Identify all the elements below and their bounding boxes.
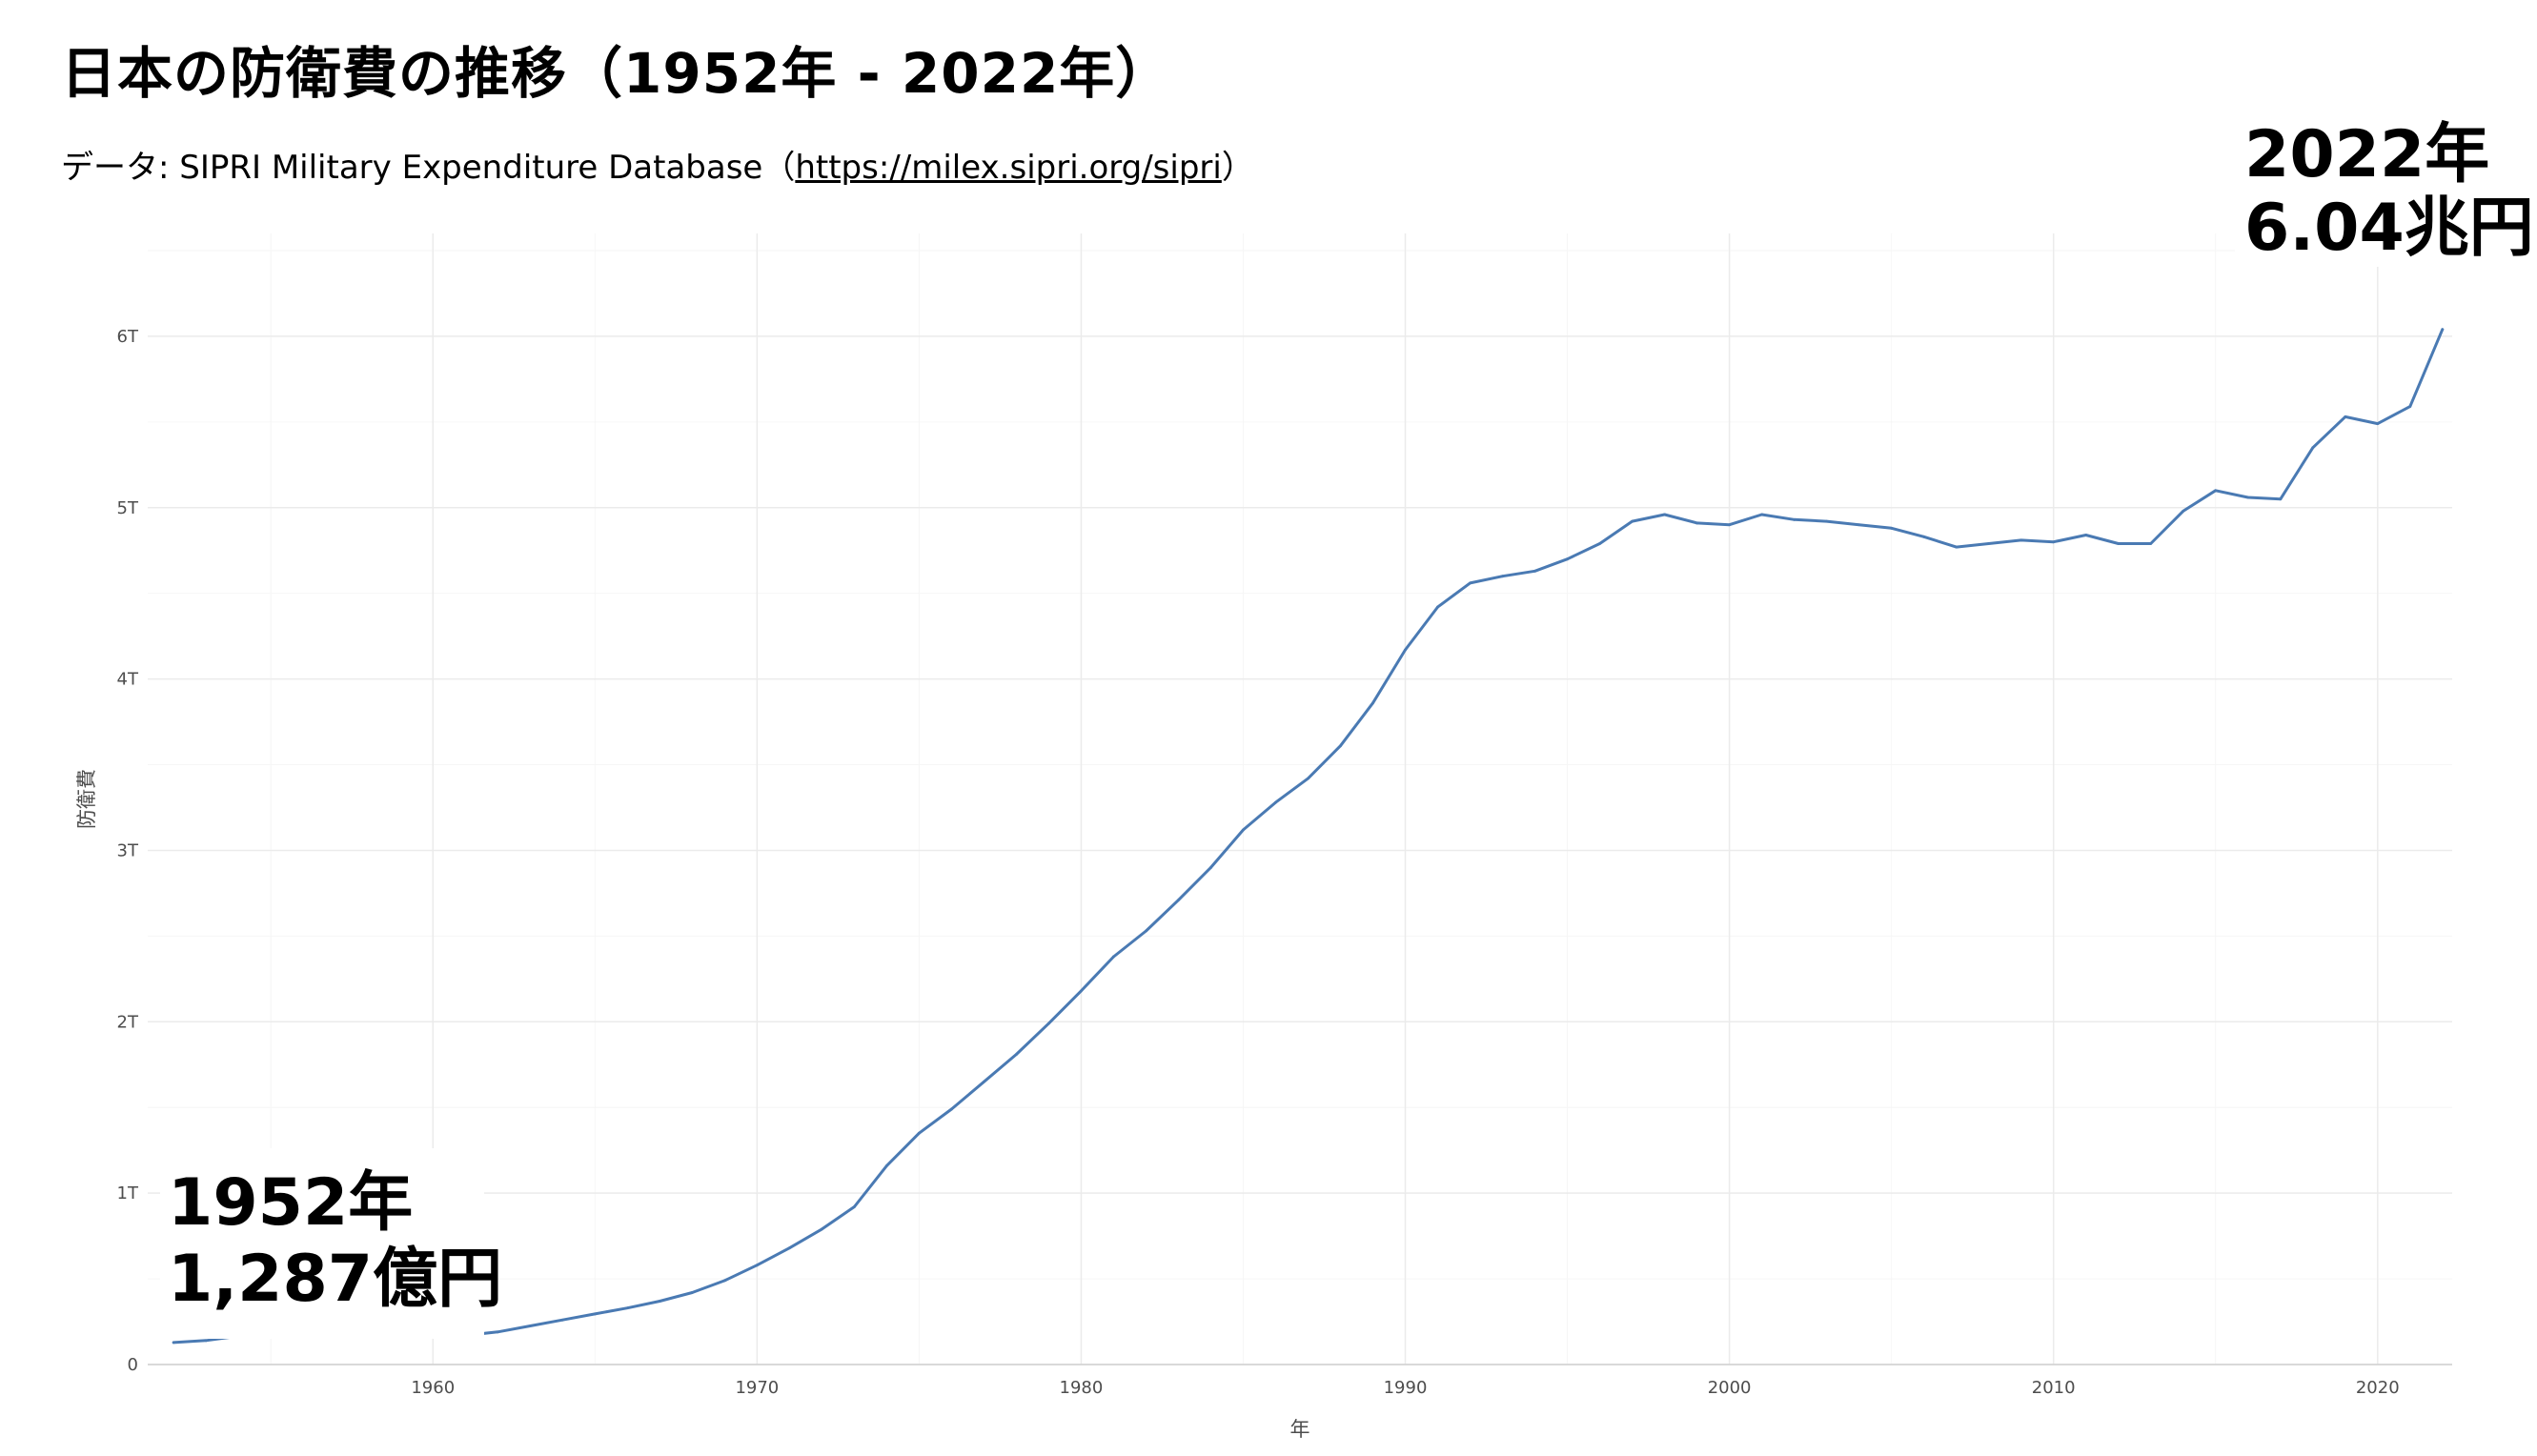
data-point xyxy=(884,1163,888,1167)
x-tick-label: 2010 xyxy=(2032,1378,2076,1398)
x-tick-label: 2000 xyxy=(1708,1378,1752,1398)
data-point xyxy=(2279,497,2283,501)
grid-lines xyxy=(148,233,2452,1365)
data-point xyxy=(2246,495,2250,499)
data-point xyxy=(1469,581,1471,585)
data-point xyxy=(1371,701,1374,705)
data-point xyxy=(593,1312,597,1316)
data-point xyxy=(918,1131,921,1135)
data-point xyxy=(1890,526,1894,530)
data-point xyxy=(1825,519,1829,523)
data-point xyxy=(787,1246,791,1250)
data-point xyxy=(1922,535,1926,538)
data-point xyxy=(1209,866,1212,869)
data-point xyxy=(1274,800,1277,804)
y-tick-label: 4T xyxy=(117,670,139,690)
data-point xyxy=(2376,422,2380,426)
y-axis-title: 防衛費 xyxy=(75,769,98,829)
data-point xyxy=(1242,828,1245,832)
data-point xyxy=(1404,648,1407,652)
data-point xyxy=(852,1205,856,1208)
series-layer xyxy=(172,328,2445,1345)
y-tick-label: 6T xyxy=(117,327,139,347)
y-tick-label: 0 xyxy=(128,1355,138,1375)
annotation-amount: 1,287億円 xyxy=(168,1242,502,1317)
data-point xyxy=(1857,523,1861,527)
data-point xyxy=(528,1325,532,1327)
data-point xyxy=(1760,513,1764,516)
subtitle-prefix: データ: SIPRI Military Expenditure Database… xyxy=(61,149,796,187)
data-point xyxy=(2344,415,2347,418)
x-axis-title: 年 xyxy=(1290,1418,1310,1441)
series-line xyxy=(172,328,2445,1345)
chart-title: 日本の防衛費の推移（1952年 - 2022年） xyxy=(61,41,1172,106)
data-point xyxy=(1501,575,1504,578)
data-point xyxy=(204,1339,208,1343)
x-tick-label: 1970 xyxy=(735,1378,779,1398)
data-point xyxy=(1631,519,1634,523)
annotation-amount: 6.04兆円 xyxy=(2244,191,2534,266)
data-point xyxy=(2214,489,2218,493)
data-point xyxy=(2149,542,2153,545)
data-point xyxy=(1112,955,1115,959)
data-point xyxy=(2117,542,2121,545)
data-point xyxy=(2084,534,2088,536)
data-point xyxy=(1793,517,1796,521)
data-point xyxy=(1080,989,1083,993)
data-point xyxy=(1566,557,1569,561)
data-point xyxy=(983,1080,985,1083)
data-point xyxy=(658,1300,661,1303)
y-tick-label: 3T xyxy=(117,840,139,860)
data-point xyxy=(950,1107,953,1111)
data-point xyxy=(820,1227,823,1231)
data-point xyxy=(2182,509,2185,513)
subtitle-suffix: ） xyxy=(1221,149,1254,187)
data-point xyxy=(690,1291,694,1294)
source-link[interactable]: https://milex.sipri.org/sipri xyxy=(795,149,1222,187)
data-point xyxy=(1436,605,1439,609)
data-point xyxy=(1533,569,1536,573)
data-point xyxy=(2441,328,2445,332)
y-tick-label: 1T xyxy=(117,1183,139,1203)
x-tick-label: 2020 xyxy=(2356,1378,2400,1398)
data-point xyxy=(722,1279,726,1283)
y-tick-label: 5T xyxy=(117,498,139,518)
x-tick-label: 1990 xyxy=(1384,1378,1428,1398)
data-point xyxy=(1307,777,1309,780)
data-point xyxy=(2408,405,2412,409)
annotation-backdrop xyxy=(2235,110,2526,267)
data-point xyxy=(1145,929,1147,933)
data-point xyxy=(560,1318,564,1322)
chart-subtitle: データ: SIPRI Military Expenditure Database… xyxy=(61,141,1254,188)
data-point xyxy=(1987,542,1991,545)
data-point xyxy=(625,1306,629,1310)
data-point xyxy=(1663,513,1666,516)
data-point xyxy=(1015,1053,1018,1056)
annotation-year: 2022年 xyxy=(2244,117,2489,192)
data-point xyxy=(755,1264,759,1267)
x-tick-label: 1960 xyxy=(411,1378,455,1398)
data-point xyxy=(496,1330,499,1334)
y-tick-label: 2T xyxy=(117,1012,139,1032)
data-point xyxy=(1955,545,1959,549)
data-point xyxy=(1047,1021,1050,1025)
data-point xyxy=(2311,446,2315,450)
data-point xyxy=(2052,540,2056,544)
axis-ticks: 1960 1970 1980 1990 2000 2010 2020 0 1T 2T 3T 4T 5T 6… xyxy=(75,327,2452,1441)
data-point xyxy=(1598,542,1601,545)
x-tick-label: 1980 xyxy=(1060,1378,1104,1398)
data-point xyxy=(2019,538,2023,542)
annotation-backdrop xyxy=(160,1148,484,1339)
data-point xyxy=(1728,523,1732,527)
data-point xyxy=(172,1341,175,1345)
data-point xyxy=(1695,521,1699,525)
data-point xyxy=(1177,899,1180,902)
data-point xyxy=(1339,744,1342,748)
annotation-year: 1952年 xyxy=(168,1165,413,1241)
